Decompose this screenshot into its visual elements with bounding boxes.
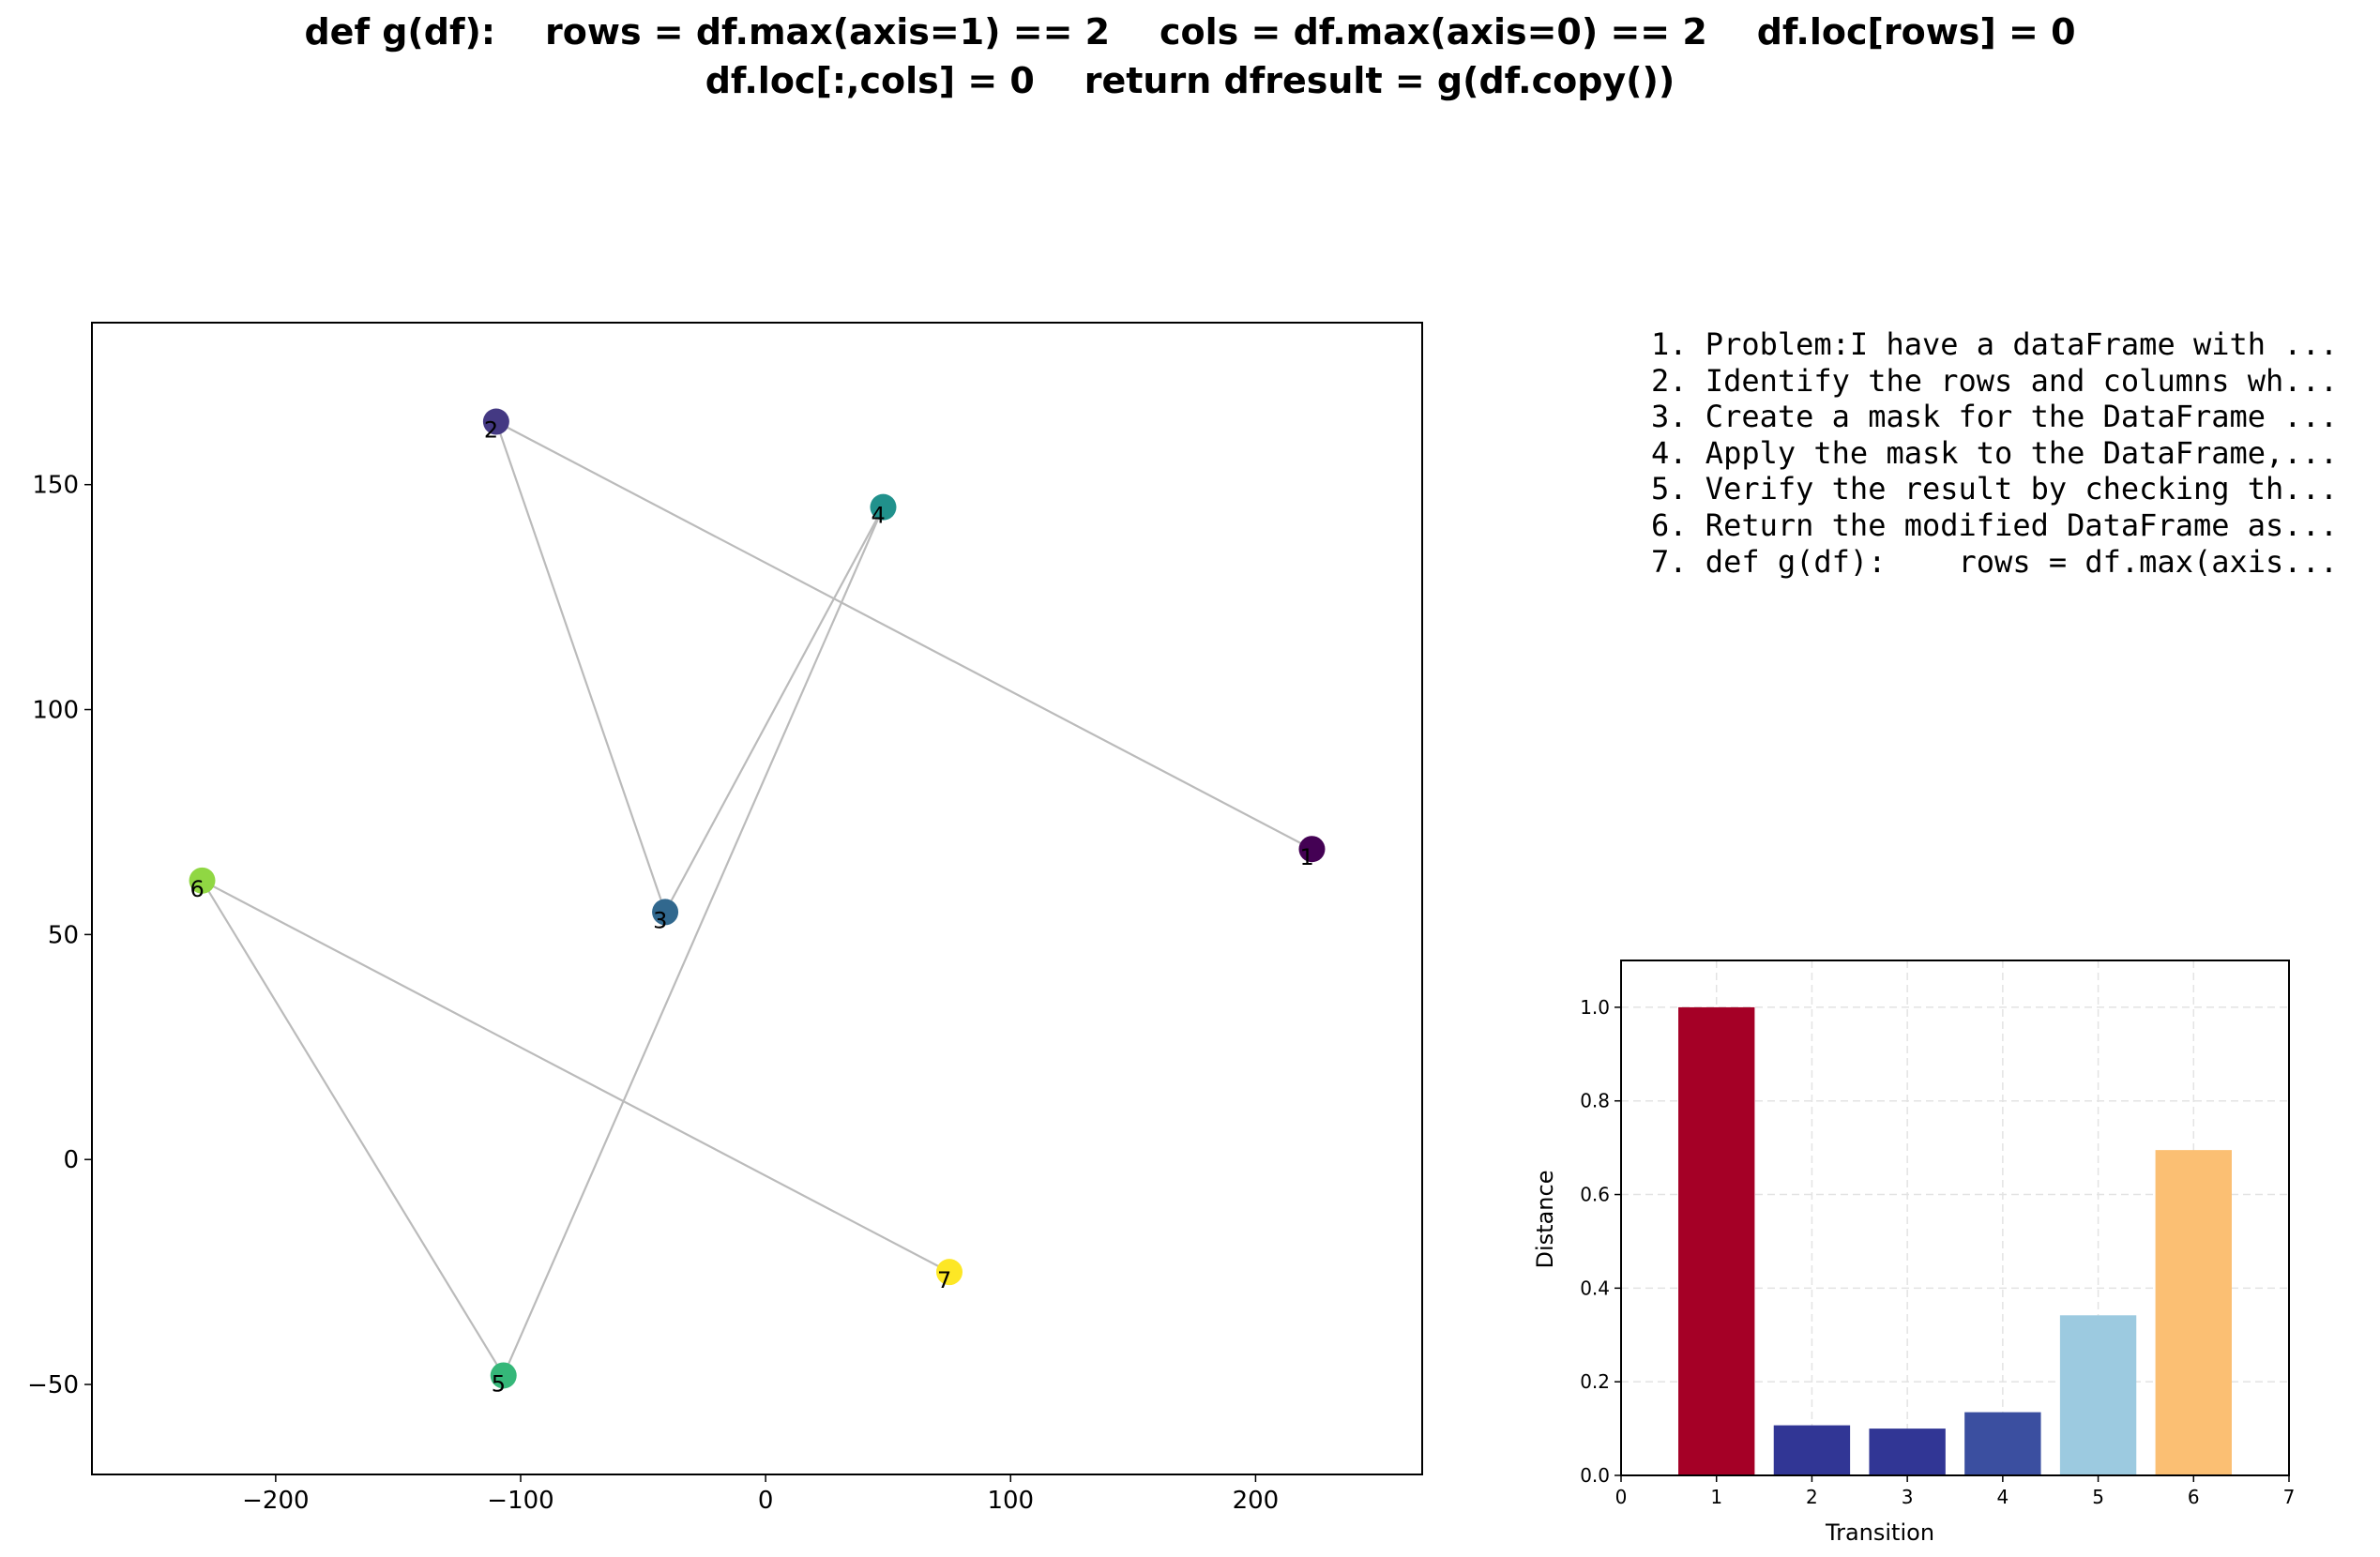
bar-y-tick-label: 0.4 xyxy=(1580,1277,1610,1299)
scatter-x-tick-label: 0 xyxy=(758,1487,774,1515)
bar xyxy=(1869,1429,1946,1475)
scatter-y-tick-label: 150 xyxy=(32,472,79,500)
scatter-x-tick-label: 200 xyxy=(1233,1487,1280,1515)
scatter-point xyxy=(935,1259,963,1286)
title-line-1: def g(df): rows = df.max(axis=1) == 2 co… xyxy=(304,11,2076,53)
bar-y-tick-label: 1.0 xyxy=(1580,996,1610,1019)
bar xyxy=(2155,1150,2232,1475)
figure-title: def g(df): rows = df.max(axis=1) == 2 co… xyxy=(0,8,2380,105)
step-item-3: 3. Create a mask for the DataFrame ... xyxy=(1651,399,2339,435)
scatter-y-tick-label: −50 xyxy=(27,1371,79,1399)
bar-y-tick-label: 0.8 xyxy=(1580,1090,1610,1112)
bar-y-tick-label: 0.0 xyxy=(1580,1464,1610,1487)
point-label: 4 xyxy=(871,503,885,529)
bar-x-tick-label: 3 xyxy=(1902,1486,1914,1508)
path-segment xyxy=(201,880,505,1377)
bar-plot-frame xyxy=(1620,960,2290,1476)
point-label: 2 xyxy=(484,417,498,444)
steps-list: 1. Problem:I have a dataFrame with ... 2… xyxy=(1651,326,2338,580)
path-segment xyxy=(664,506,885,913)
bar xyxy=(1773,1425,1851,1475)
path-segment xyxy=(502,506,885,1376)
bar xyxy=(1964,1412,2041,1475)
scatter-point xyxy=(652,899,679,926)
bar-x-tick-label: 7 xyxy=(2283,1486,2296,1508)
path-segment xyxy=(494,421,667,913)
point-label: 5 xyxy=(492,1370,506,1397)
step-item-5: 5. Verify the result by checking th... xyxy=(1651,471,2339,507)
bar-x-axis-label: Transition xyxy=(1825,1519,1934,1546)
point-label: 7 xyxy=(937,1267,951,1293)
scatter-y-tick-label: 50 xyxy=(48,921,79,949)
scatter-x-tick-label: −100 xyxy=(487,1487,553,1515)
step-item-6: 6. Return the modified DataFrame as... xyxy=(1651,506,2339,543)
scatter-plot-frame xyxy=(91,322,1423,1475)
scatter-point xyxy=(870,493,897,521)
point-label: 6 xyxy=(190,876,205,902)
title-line-2: df.loc[:,cols] = 0 return dfresult = g(d… xyxy=(705,60,1675,101)
scatter-y-tick-label: 0 xyxy=(63,1146,79,1174)
bar-y-axis-label: Distance xyxy=(1532,1171,1558,1269)
bar-y-tick-label: 0.2 xyxy=(1580,1370,1610,1393)
path-segment xyxy=(202,879,950,1274)
bar-x-tick-label: 4 xyxy=(1996,1486,2009,1508)
bar-x-tick-label: 0 xyxy=(1615,1486,1628,1508)
scatter-point xyxy=(482,408,509,435)
scatter-point xyxy=(189,867,216,894)
bar xyxy=(1678,1006,1755,1475)
step-item-2: 2. Identify the rows and columns wh... xyxy=(1651,362,2339,399)
point-label: 3 xyxy=(653,907,667,933)
step-item-1: 1. Problem:I have a dataFrame with ... xyxy=(1651,326,2339,362)
scatter-x-tick-label: −200 xyxy=(242,1487,309,1515)
bar-x-tick-label: 5 xyxy=(2092,1486,2104,1508)
bar-x-tick-label: 1 xyxy=(1710,1486,1722,1508)
bar-y-tick-label: 0.6 xyxy=(1580,1184,1610,1206)
bar-x-tick-label: 6 xyxy=(2188,1486,2200,1508)
point-label: 1 xyxy=(1299,844,1313,870)
step-item-7: 7. def g(df): rows = df.max(axis... xyxy=(1651,543,2339,580)
scatter-point xyxy=(490,1362,517,1389)
scatter-x-tick-label: 100 xyxy=(987,1487,1034,1515)
bar xyxy=(2059,1315,2137,1475)
bar-x-tick-label: 2 xyxy=(1806,1486,1818,1508)
scatter-y-tick-label: 100 xyxy=(32,697,79,725)
bar-chart: Transition Distance 0 1 2 3 4 5 6 7 0.0 0.2 0.4 0.6… xyxy=(1532,960,2295,1546)
step-item-4: 4. Apply the mask to the DataFrame,... xyxy=(1651,434,2339,471)
scatter-chart: −200 −100 0 100 200 −50 0 50 100 150 1 2 3 4 5 6 7 xyxy=(27,322,1423,1515)
scatter-point xyxy=(1298,836,1326,863)
path-segment xyxy=(495,420,1312,851)
